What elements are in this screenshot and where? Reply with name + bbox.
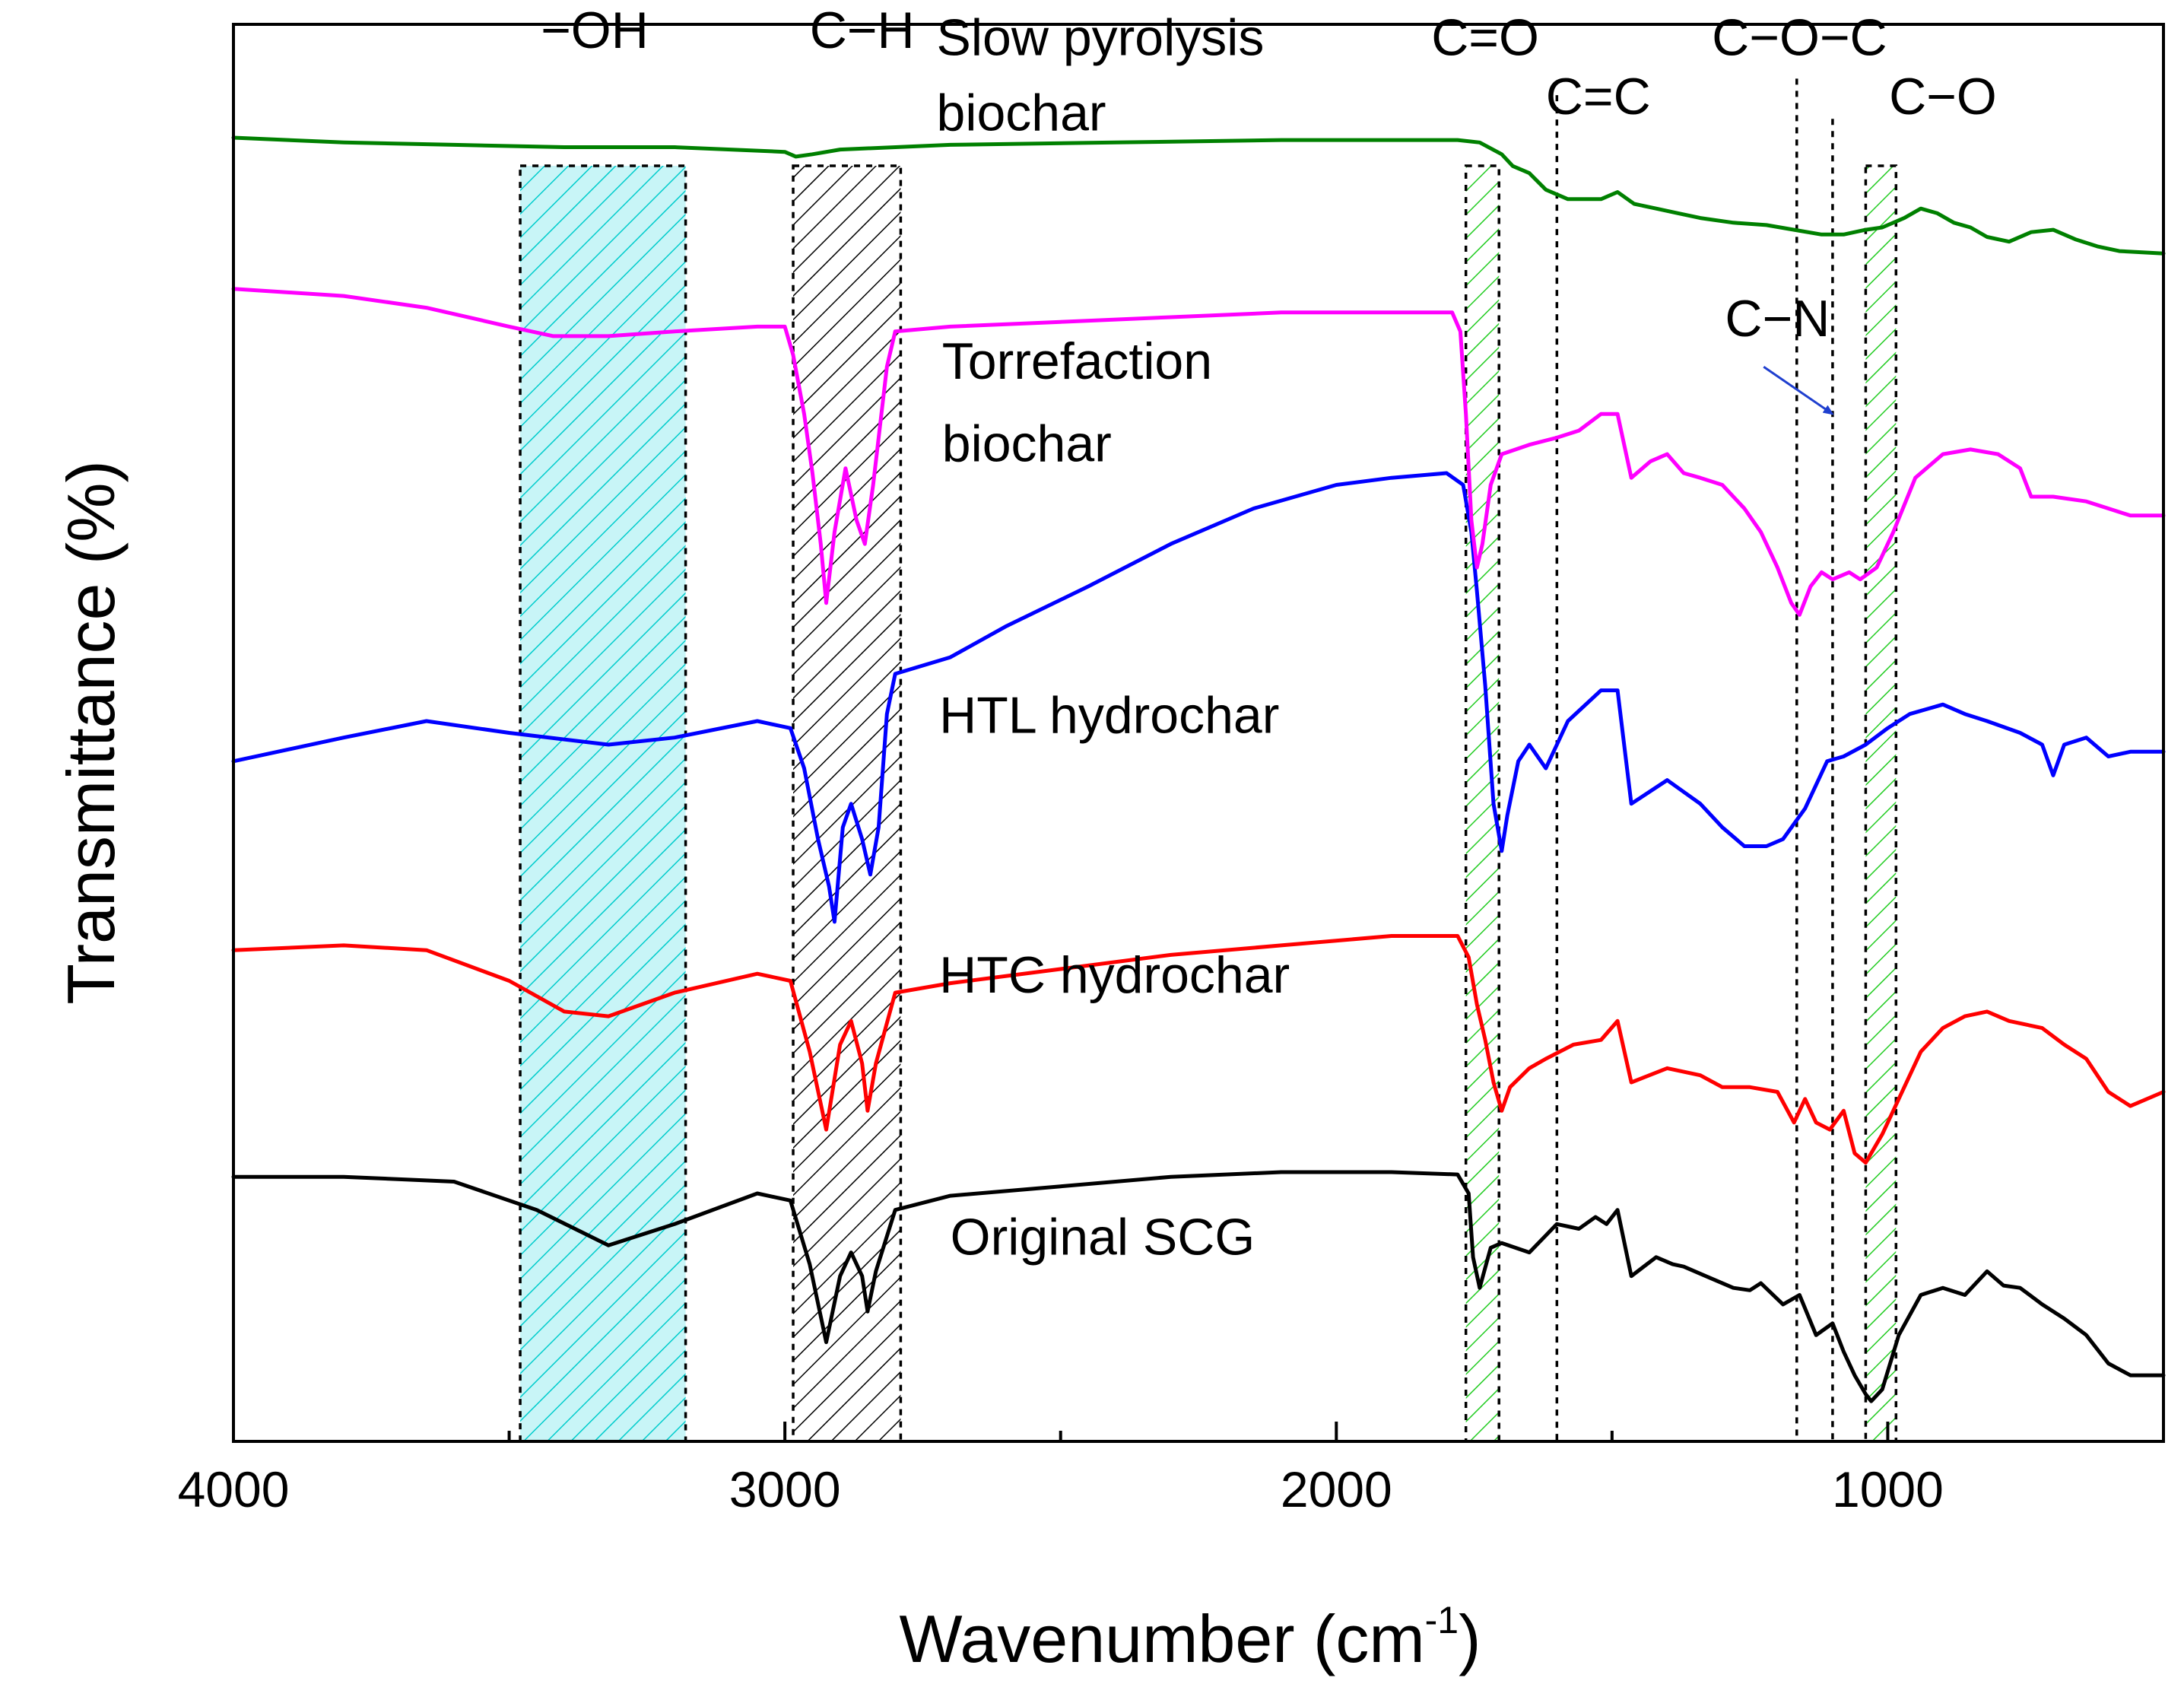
- co-double-band-label: C=O: [1431, 8, 1539, 66]
- x-axis-title-superscript: -1: [1425, 1599, 1459, 1641]
- ch-band-label: C−H: [810, 2, 915, 59]
- band-layer: −OH C−H C=O C−O: [519, 2, 1997, 1443]
- label-original-scg: Original SCG: [951, 1209, 1255, 1266]
- co-single-band-label: C−O: [1889, 68, 1997, 126]
- x-tick-label-2000: 2000: [1281, 1461, 1392, 1517]
- oh-band-region: [519, 164, 687, 1443]
- x-axis-ticks: 4000 3000 2000 1000: [178, 1422, 1944, 1517]
- series-layer: [231, 135, 2166, 1403]
- group-line-layer: C=C C−O−C: [1546, 8, 1887, 1441]
- ch-band-region: [792, 164, 903, 1443]
- label-slow-pyrolysis-biochar: Slow pyrolysis: [937, 8, 1265, 66]
- cn-annotation-arrow: [1763, 365, 1834, 415]
- label-slow-pyrolysis-biochar-line2: biochar: [937, 84, 1106, 142]
- x-axis-title: Wavenumber (cm-1): [900, 1599, 1481, 1676]
- label-torrefaction-biochar-line2: biochar: [942, 415, 1112, 472]
- x-axis-title-close: ): [1459, 1601, 1481, 1676]
- label-torrefaction-biochar: Torrefaction: [942, 332, 1212, 390]
- series-slow-pyrolysis-biochar: [231, 135, 2166, 256]
- series-torrefaction-biochar: [231, 287, 2166, 617]
- x-tick-label-1000: 1000: [1832, 1461, 1944, 1517]
- series-htc-hydrochar: [231, 934, 2166, 1165]
- cc-line-label: C=C: [1546, 68, 1651, 126]
- label-htc-hydrochar: HTC hydrochar: [939, 946, 1290, 1004]
- label-htl-hydrochar: HTL hydrochar: [939, 687, 1279, 745]
- cn-annotation-label: C−N: [1725, 290, 1830, 348]
- axes: [232, 23, 2165, 1443]
- x-axis-title-main: Wavenumber (cm: [900, 1601, 1425, 1676]
- x-tick-label-3000: 3000: [729, 1461, 841, 1517]
- co-single-band-region: [1864, 164, 1898, 1443]
- y-axis-title: Transmittance (%): [53, 460, 129, 1005]
- annotation-layer: Slow pyrolysis biochar Torrefaction biochar…: [937, 8, 1834, 1266]
- series-original-scg: [231, 1170, 2166, 1403]
- oh-band-label: −OH: [541, 2, 649, 59]
- plot-frame: [232, 23, 2165, 1443]
- series-htl-hydrochar: [231, 471, 2166, 924]
- x-tick-label-4000: 4000: [178, 1461, 290, 1517]
- coc-lines-label: C−O−C: [1712, 8, 1887, 66]
